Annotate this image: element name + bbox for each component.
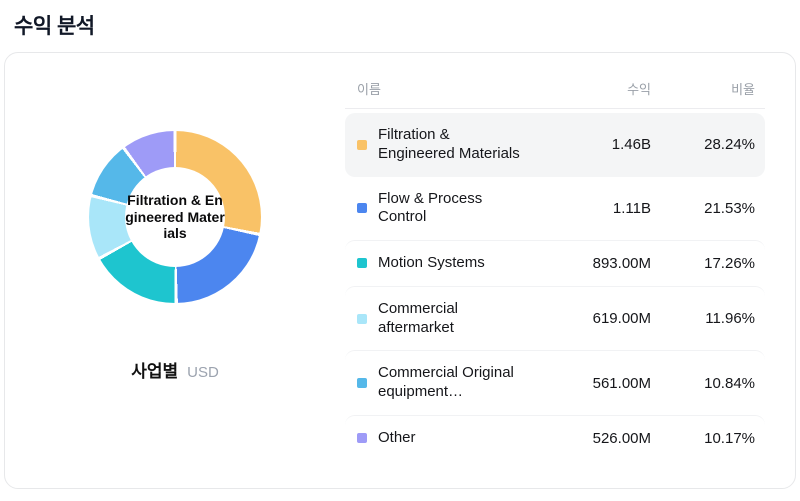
row-name-cell: Filtration & Engineered Materials [357,126,539,164]
chart-footer: 사업별 USD [131,357,219,382]
row-revenue: 619.00M [592,310,651,327]
series-color-marker [357,433,367,444]
row-name-cell: Motion Systems [357,254,539,273]
table-row[interactable]: Flow & Process Control 1.11B 21.53% [345,177,765,241]
dimension-label: 사업별 [131,362,179,381]
donut-center-label: Filtration & Engineered Materials [125,192,225,242]
row-name-cell: Commercial Original equipment… [357,364,539,402]
row-name-cell: Commercial aftermarket [357,300,539,338]
table-header-row: 이름 수익 비율 [345,79,765,109]
row-name-cell: Other [357,429,539,448]
series-name: Motion Systems [378,254,485,271]
row-ratio: 11.96% [705,310,755,327]
series-color-marker [357,378,367,388]
row-ratio: 28.24% [704,136,755,154]
legend-table: 이름 수익 비율 Filtration & Engineered Materia… [345,53,795,488]
header-name: 이름 [357,82,381,97]
revenue-breakdown-card: Filtration & Engineered Materials 사업별 US… [4,52,796,489]
table-row[interactable]: Motion Systems 893.00M 17.26% [345,240,765,286]
row-ratio: 17.26% [704,254,755,272]
donut-hole: Filtration & Engineered Materials [125,167,225,267]
series-color-marker [357,139,367,150]
currency-unit-label: USD [187,364,219,381]
row-name-cell: Flow & Process Control [357,190,539,228]
header-ratio: 비율 [731,82,755,97]
series-name: Flow & Process Control [378,189,483,226]
donut-chart-panel: Filtration & Engineered Materials 사업별 US… [5,53,345,488]
series-name: Commercial aftermarket [378,299,459,336]
row-revenue: 1.46B [611,136,651,154]
table-body: Filtration & Engineered Materials 1.46B … [345,113,765,461]
series-color-marker [357,203,367,214]
series-name: Commercial Original equipment… [378,364,514,400]
series-color-marker [357,258,367,269]
row-ratio: 10.84% [704,374,755,392]
row-ratio: 21.53% [704,199,755,217]
table-row[interactable]: Commercial aftermarket 619.00M 11.96% [345,285,765,351]
row-revenue: 1.11B [612,199,651,217]
series-name: Other [378,428,416,446]
row-revenue: 561.00M [592,374,651,392]
row-ratio: 10.17% [704,429,755,447]
row-revenue: 893.00M [592,254,651,272]
series-color-marker [357,313,367,324]
table-row[interactable]: Commercial Original equipment… 561.00M 1… [345,350,765,415]
page-title: 수익 분석 [14,15,95,38]
table-row[interactable]: Filtration & Engineered Materials 1.46B … [345,113,765,177]
donut-chart[interactable]: Filtration & Engineered Materials [89,131,261,303]
row-revenue: 526.00M [592,429,651,447]
header-revenue: 수익 [627,82,651,97]
series-name: Filtration & Engineered Materials [378,126,520,162]
table-row[interactable]: Other 526.00M 10.17% [345,414,765,461]
